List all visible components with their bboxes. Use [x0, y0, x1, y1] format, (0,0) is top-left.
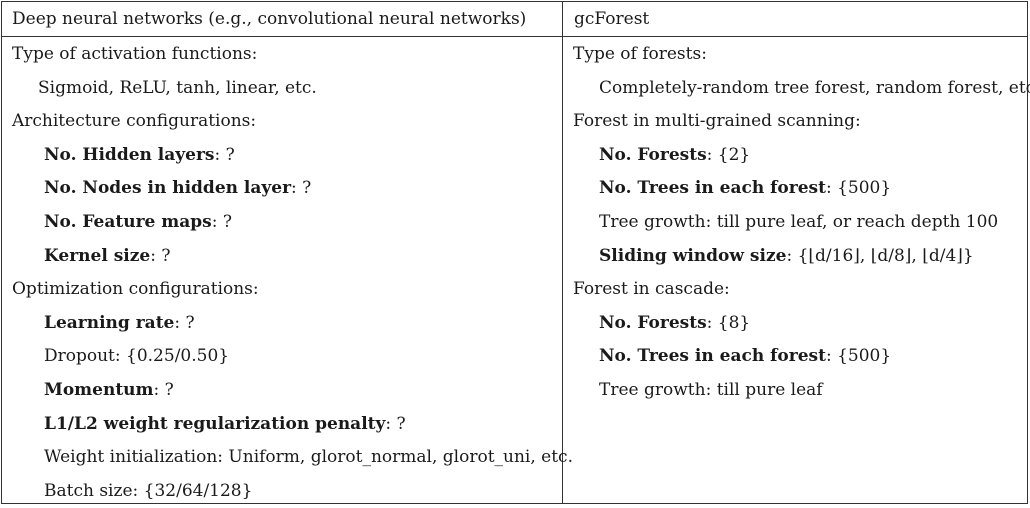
row-text: Completely-random tree forest, random fo… — [599, 77, 1030, 98]
left-row: Type of activation functions: — [2, 38, 562, 72]
right-row: Forest in multi-grained scanning: — [563, 105, 1029, 139]
header-gcforest: gcForest — [574, 9, 650, 29]
row-text: : {2} — [706, 144, 751, 165]
table-header-row: Deep neural networks (e.g., convolutiona… — [2, 2, 1027, 37]
param-name: No. Feature maps — [44, 211, 212, 232]
left-row: Momentum: ? — [2, 374, 562, 408]
left-row: No. Nodes in hidden layer: ? — [2, 172, 562, 206]
left-row: No. Feature maps: ? — [2, 206, 562, 240]
row-text: : {500} — [825, 178, 892, 199]
row-text: Dropout: {0.25/0.50} — [44, 346, 230, 367]
param-name: No. Trees in each forest — [599, 178, 826, 199]
left-row: Optimization configurations: — [2, 273, 562, 307]
row-text: Forest in cascade: — [573, 279, 730, 300]
right-row: No. Forests: {8} — [563, 307, 1029, 341]
param-name: No. Hidden layers — [44, 144, 215, 165]
left-row: Architecture configurations: — [2, 105, 562, 139]
row-text: : ? — [214, 144, 235, 165]
row-text: Weight initialization: Uniform, glorot_n… — [44, 447, 573, 468]
left-row: Learning rate: ? — [2, 307, 562, 341]
row-text: : {500} — [825, 346, 892, 367]
right-row: Sliding window size: {⌊d/16⌋, ⌊d/8⌋, ⌊d/… — [563, 240, 1029, 274]
row-text: Forest in multi-grained scanning: — [573, 111, 861, 132]
row-text: Type of forests: — [573, 44, 707, 64]
row-text: : {⌊d/16⌋, ⌊d/8⌋, ⌊d/4⌋} — [786, 245, 974, 266]
row-text: : ? — [385, 413, 406, 434]
left-row: Weight initialization: Uniform, glorot_n… — [2, 441, 573, 475]
row-text: Tree growth: till pure leaf — [599, 379, 823, 400]
left-row: No. Hidden layers: ? — [2, 139, 562, 173]
param-name: No. Forests — [599, 144, 707, 165]
param-name: No. Nodes in hidden layer — [44, 178, 292, 199]
row-text: Tree growth: till pure leaf, or reach de… — [599, 211, 999, 232]
param-name: Sliding window size — [599, 245, 787, 266]
row-text: : ? — [153, 379, 174, 400]
row-text: : ? — [211, 211, 233, 232]
right-row: Tree growth: till pure leaf — [563, 374, 1029, 408]
row-text: : ? — [174, 312, 195, 333]
right-row: No. Trees in each forest: {500} — [563, 340, 1029, 374]
header-dnn: Deep neural networks (e.g., convolutiona… — [12, 9, 527, 29]
left-row: Dropout: {0.25/0.50} — [2, 340, 562, 374]
param-name: Learning rate — [44, 312, 175, 333]
right-row: Completely-random tree forest, random fo… — [563, 72, 1030, 106]
row-text: Sigmoid, ReLU, tanh, linear, etc. — [38, 77, 317, 98]
gcforest-column: Type of forests: Completely-random tree f… — [563, 38, 1030, 408]
row-text: : {8} — [706, 312, 751, 333]
param-name: No. Forests — [599, 312, 707, 333]
left-row: L1/L2 weight regularization penalty: ? — [2, 408, 562, 442]
right-row: Forest in cascade: — [563, 273, 1029, 307]
dnn-column: Type of activation functions: Sigmoid, Re… — [2, 38, 573, 508]
row-text: Batch size: {32/64/128} — [44, 480, 253, 501]
row-text: : ? — [291, 178, 312, 199]
left-row: Kernel size: ? — [2, 240, 562, 274]
param-name: Kernel size — [44, 245, 151, 266]
right-row: Type of forests: — [563, 38, 1029, 72]
param-name: No. Trees in each forest — [599, 346, 826, 367]
row-text: : ? — [150, 245, 171, 266]
right-row: No. Forests: {2} — [563, 139, 1029, 173]
right-row: No. Trees in each forest: {500} — [563, 172, 1029, 206]
row-text: Optimization configurations: — [12, 279, 259, 300]
param-name: L1/L2 weight regularization penalty — [44, 413, 386, 434]
row-text: Architecture configurations: — [12, 111, 257, 132]
row-text: Type of activation functions: — [12, 44, 258, 64]
column-divider — [562, 2, 563, 503]
param-name: Momentum — [44, 379, 154, 400]
left-row: Batch size: {32/64/128} — [2, 475, 562, 508]
left-row: Sigmoid, ReLU, tanh, linear, etc. — [2, 72, 562, 106]
right-row: Tree growth: till pure leaf, or reach de… — [563, 206, 1029, 240]
